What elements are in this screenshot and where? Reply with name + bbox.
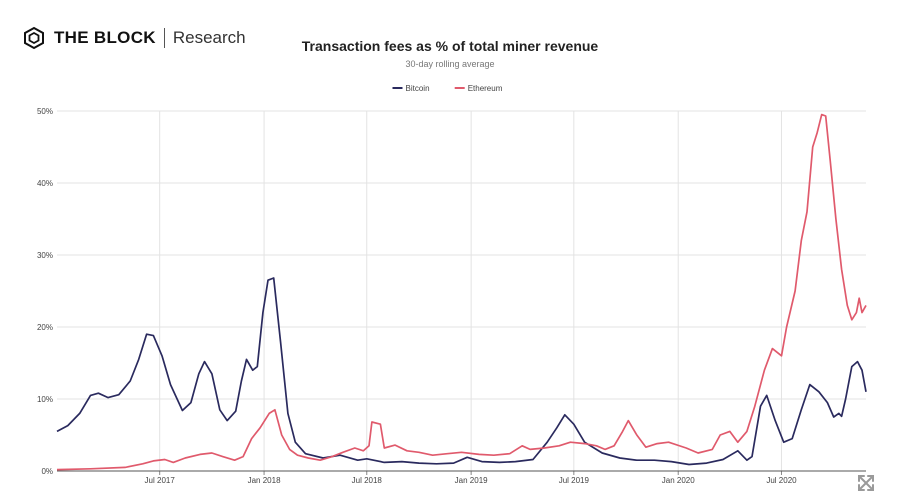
y-tick-label: 0% <box>41 467 53 476</box>
series-line-ethereum <box>56 113 867 471</box>
y-axis: 0% 10% 20% 30% 40% 50% <box>37 107 53 476</box>
x-axis: Jul 2017 Jan 2018 Jul 2018 Jan 2019 Jul 2019… <box>57 470 866 485</box>
series-line-bitcoin <box>56 277 867 466</box>
legend-label-ethereum[interactable]: Ethereum <box>468 84 503 93</box>
chart-series <box>56 113 867 471</box>
x-tick-label: Jan 2019 <box>455 476 488 485</box>
x-tick-label: Jan 2020 <box>662 476 695 485</box>
x-tick-label: Jul 2018 <box>352 476 383 485</box>
brand-logo: THE BLOCK Research <box>22 24 246 52</box>
legend-label-bitcoin[interactable]: Bitcoin <box>406 84 430 93</box>
chart-subtitle: 30-day rolling average <box>405 59 495 69</box>
brand-name: THE BLOCK <box>54 28 156 47</box>
cube-logo-icon <box>24 26 44 50</box>
y-tick-label: 50% <box>37 107 53 116</box>
chart-title: Transaction fees as % of total miner rev… <box>301 38 599 54</box>
x-tick-label: Jul 2017 <box>145 476 176 485</box>
expand-icon[interactable] <box>855 472 877 494</box>
chart-grid <box>57 110 866 471</box>
y-tick-label: 30% <box>37 251 53 260</box>
y-tick-label: 40% <box>37 179 53 188</box>
x-tick-label: Jul 2019 <box>559 476 590 485</box>
y-tick-label: 20% <box>37 323 53 332</box>
brand-divider <box>163 28 165 48</box>
chart-legend[interactable]: Bitcoin Ethereum <box>392 84 503 93</box>
y-tick-label: 10% <box>37 395 53 404</box>
x-tick-label: Jan 2018 <box>248 476 281 485</box>
brand-subtitle: Research <box>172 28 246 47</box>
x-tick-label: Jul 2020 <box>766 476 797 485</box>
